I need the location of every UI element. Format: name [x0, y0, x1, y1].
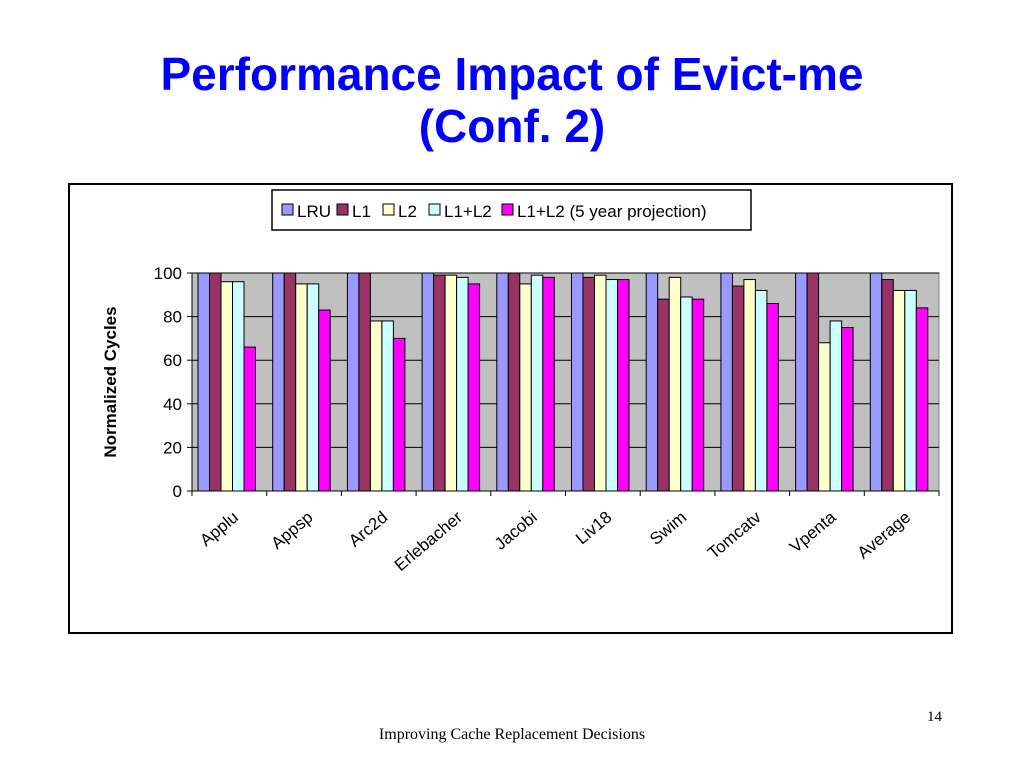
x-tick-label: Appsp [267, 508, 316, 554]
bar-l1-l2-arc2d [381, 320, 394, 492]
y-tick-label: 0 [173, 482, 182, 501]
slide-title: Performance Impact of Evict-me (Conf. 2) [0, 48, 1024, 152]
chart-frame: 0 20 40 60 80 100 Normalized Cycles Applu Appsp A… [68, 183, 953, 634]
bar-l2-applu [220, 281, 233, 492]
page-number: 14 [927, 709, 942, 725]
bar-l1-l2-average [904, 289, 917, 492]
bar-lru-swim [645, 272, 659, 492]
x-tick-label: Tomcatv [704, 507, 765, 563]
bar-lru-vpenta [795, 272, 808, 492]
bar-lru-erlebacher [421, 272, 435, 492]
bar-l2-appsp [295, 283, 308, 492]
bar-l1-l2-tomcatv [754, 289, 768, 492]
bar-l1-applu [209, 272, 222, 492]
bar-l1-l2-liv18 [605, 279, 618, 492]
y-tick-label: 20 [163, 438, 182, 457]
legend-swatch-0 [281, 203, 294, 216]
legend-label: L2 [398, 202, 417, 221]
y-tick-label: 100 [154, 264, 182, 283]
x-tick-label: Erlebacher [391, 507, 466, 575]
bar-lru-jacobi [496, 272, 509, 492]
bar-l1-l2-5-year-projection-vpenta [841, 327, 854, 492]
slide-footer: Improving Cache Replacement Decisions [378, 726, 646, 743]
bar-l1-l2-swim [680, 296, 693, 492]
bar-l2-swim [668, 276, 682, 492]
legend-swatch-4 [501, 203, 514, 216]
slide-title-line-2: (Conf. 2) [418, 100, 606, 152]
bar-l2-jacobi [519, 283, 532, 492]
bar-l1-appsp [283, 272, 297, 492]
bar-l1-l2-5-year-projection-erlebacher [467, 283, 481, 492]
bar-l1-swim [657, 298, 670, 492]
slide-title-line-1: Performance Impact of Evict-me [160, 48, 864, 100]
legend-label: L1 [352, 202, 371, 221]
bar-l1-vpenta [806, 272, 820, 492]
x-tick-label: Applu [196, 508, 242, 551]
x-tick-label: Liv18 [572, 508, 615, 549]
bar-l1-l2-5-year-projection-arc2d [392, 337, 406, 492]
x-tick-label: Average [854, 508, 914, 563]
bar-l1-arc2d [358, 272, 371, 492]
bar-l2-vpenta [818, 342, 831, 492]
y-tick-label: 40 [163, 395, 182, 414]
bar-l2-erlebacher [444, 274, 458, 492]
bar-lru-tomcatv [720, 272, 733, 492]
bar-l1-average [881, 279, 894, 492]
bar-lru-liv18 [571, 272, 584, 492]
bar-l1-l2-5-year-projection-tomcatv [766, 303, 779, 492]
y-tick-label: 80 [163, 308, 182, 327]
y-tick-label: 60 [163, 351, 182, 370]
legend-label: L1+L2 (5 year projection) [517, 202, 706, 221]
legend-swatch-3 [428, 203, 441, 216]
bar-l1-jacobi [507, 272, 521, 492]
bar-l1-l2-vpenta [829, 320, 843, 492]
bar-l1-l2-jacobi [530, 274, 544, 492]
bar-l1-l2-5-year-projection-applu [243, 346, 256, 492]
bar-l1-liv18 [582, 276, 595, 492]
legend-label: L1+L2 [444, 202, 492, 221]
bar-l2-liv18 [594, 274, 607, 492]
legend-swatch-2 [382, 203, 395, 216]
bar-l1-l2-erlebacher [456, 276, 469, 492]
bar-l1-l2-appsp [306, 283, 320, 492]
legend-label: LRU [297, 202, 331, 221]
bar-l2-average [892, 289, 906, 492]
bar-l1-l2-5-year-projection-appsp [318, 309, 331, 492]
bar-l1-erlebacher [433, 274, 446, 492]
x-tick-label: Vpenta [786, 507, 840, 557]
y-axis-label: Normalized Cycles [101, 306, 120, 457]
x-tick-label: Arc2d [345, 508, 391, 551]
bar-l1-l2-applu [232, 281, 245, 492]
bar-chart: 0 20 40 60 80 100 Normalized Cycles Applu Appsp A… [101, 189, 940, 575]
bar-l1-l2-5-year-projection-liv18 [617, 279, 630, 492]
bar-lru-appsp [272, 272, 285, 492]
legend-swatch-1 [336, 203, 349, 216]
bar-l1-l2-5-year-projection-swim [691, 298, 705, 492]
bar-lru-average [869, 272, 883, 492]
bar-l1-l2-5-year-projection-average [915, 307, 929, 492]
bar-lru-arc2d [346, 272, 360, 492]
bar-l1-tomcatv [731, 285, 745, 492]
x-tick-label: Swim [646, 508, 690, 549]
x-tick-label: Jacobi [491, 508, 541, 554]
bar-l2-tomcatv [743, 279, 756, 492]
bar-l2-arc2d [369, 320, 383, 492]
bar-lru-applu [197, 272, 210, 492]
bar-l1-l2-5-year-projection-jacobi [542, 276, 555, 492]
